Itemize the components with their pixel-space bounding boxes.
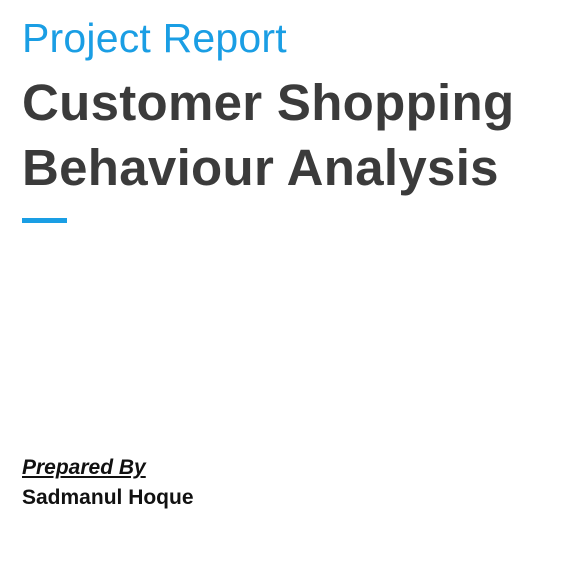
report-title-line-2: Behaviour Analysis	[22, 139, 499, 196]
report-title: Customer Shopping Behaviour Analysis	[22, 70, 562, 200]
report-title-line-1: Customer Shopping	[22, 74, 515, 131]
report-type-label: Project Report	[22, 15, 287, 61]
prepared-by-label: Prepared By	[22, 456, 146, 479]
author-name: Sadmanul Hoque	[22, 486, 194, 509]
accent-divider	[22, 218, 67, 223]
